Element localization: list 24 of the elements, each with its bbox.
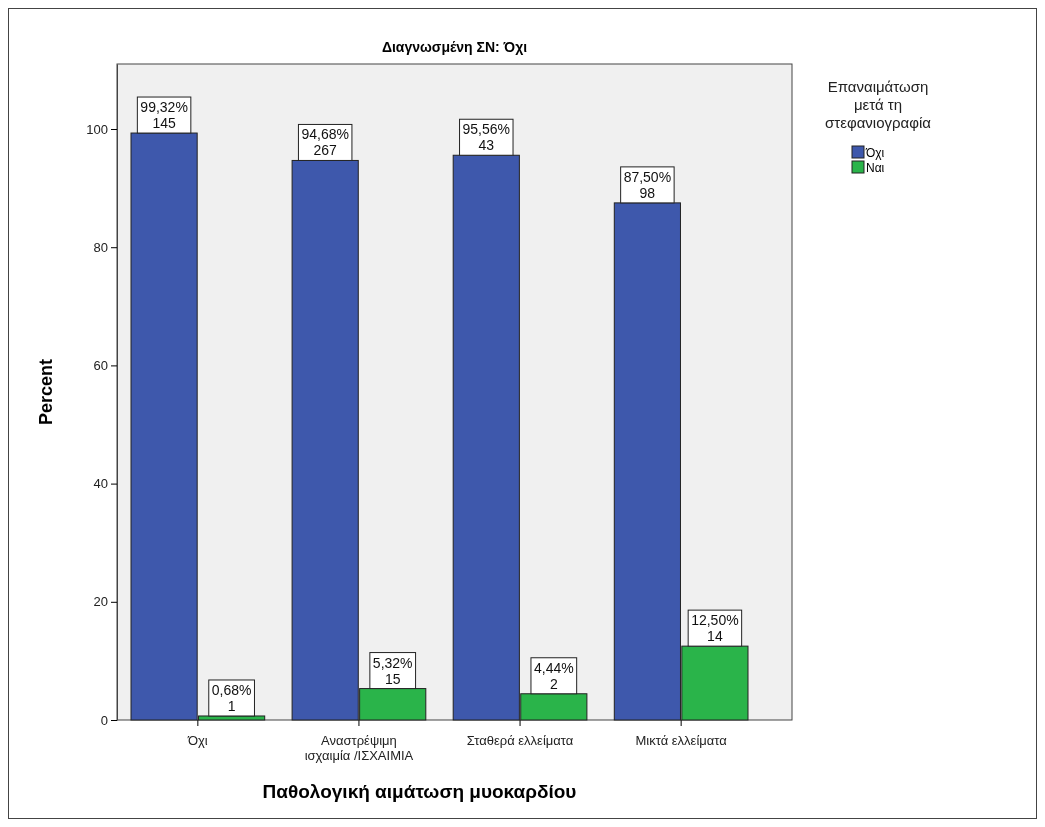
data-label: 95,56% 43 <box>462 121 511 154</box>
x-tick-label: Αναστρέψιμη ισχαιμία /ΙΣΧΑΙΜΙΑ <box>304 732 414 763</box>
data-label: 12,50% 14 <box>691 612 739 645</box>
data-label: 87,50% 98 <box>623 168 672 201</box>
x-tick-label: Σταθερά ελλείματα <box>466 732 574 748</box>
legend-title: Επαναιμάτωση μετά τη στεφανιογραφία <box>825 78 932 131</box>
data-label: 99,32% 145 <box>140 99 188 132</box>
data-label: 0,68% 1 <box>211 681 252 714</box>
y-tick-label: 20 <box>93 594 108 610</box>
y-tick-label: 100 <box>86 121 108 137</box>
y-tick-label: 60 <box>93 358 108 374</box>
x-tick-label: Μικτά ελλείματα <box>635 732 728 748</box>
y-tick-label: 0 <box>100 712 108 728</box>
y-axis-title: Percent <box>36 358 56 426</box>
data-label: 94,68% 267 <box>301 126 349 159</box>
legend-label: Ναι <box>866 161 885 175</box>
x-tick-label: Όχι <box>186 732 208 748</box>
y-tick-label: 40 <box>93 476 108 492</box>
legend-label: Όχι <box>865 146 885 160</box>
data-label: 4,44% 2 <box>533 659 574 692</box>
data-label: 5,32% 15 <box>372 654 413 687</box>
y-tick-label: 80 <box>93 239 108 255</box>
x-axis-title: Παθολογική αιμάτωση μυοκαρδίου <box>262 781 577 802</box>
chart-title: Διαγνωσμένη ΣΝ: Όχι <box>381 39 528 55</box>
